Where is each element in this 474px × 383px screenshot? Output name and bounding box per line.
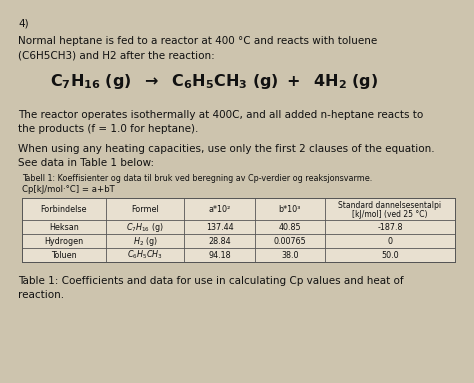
Text: Tabell 1: Koeffisienter og data til bruk ved beregning av Cp-verdier og reaksjon: Tabell 1: Koeffisienter og data til bruk… [22, 174, 372, 183]
Text: reaction.: reaction. [18, 290, 64, 300]
Text: The reactor operates isothermally at 400C, and all added n-heptane reacts to: The reactor operates isothermally at 400… [18, 110, 423, 120]
Text: the products (f = 1.0 for heptane).: the products (f = 1.0 for heptane). [18, 124, 199, 134]
Text: See data in Table 1 below:: See data in Table 1 below: [18, 158, 154, 168]
Text: 137.44: 137.44 [206, 223, 233, 231]
Text: 38.0: 38.0 [281, 250, 299, 260]
Text: [kJ/mol] (ved 25 °C): [kJ/mol] (ved 25 °C) [352, 210, 428, 219]
Text: Standard dannelsesentalpi: Standard dannelsesentalpi [338, 201, 442, 210]
Text: 0: 0 [388, 236, 392, 246]
Text: (C6H5CH3) and H2 after the reaction:: (C6H5CH3) and H2 after the reaction: [18, 50, 215, 60]
Text: Table 1: Coefficients and data for use in calculating Cp values and heat of: Table 1: Coefficients and data for use i… [18, 276, 404, 286]
Text: Toluen: Toluen [51, 250, 77, 260]
Text: Hydrogen: Hydrogen [45, 236, 83, 246]
Text: $C_6H_5CH_3$: $C_6H_5CH_3$ [127, 249, 163, 261]
Text: -187.8: -187.8 [377, 223, 403, 231]
Text: 0.00765: 0.00765 [273, 236, 306, 246]
Text: 40.85: 40.85 [279, 223, 301, 231]
Text: a*10²: a*10² [209, 205, 231, 213]
Text: 94.18: 94.18 [208, 250, 231, 260]
Text: b*10³: b*10³ [279, 205, 301, 213]
Text: Forbindelse: Forbindelse [41, 205, 87, 213]
Text: 4): 4) [18, 18, 28, 28]
Text: $\mathbf{C_7H_{16}}$$\mathbf{\ (g)\ \ \rightarrow \ \ C_6H_5CH_3\ (g)\ +\ \ 4H_2: $\mathbf{C_7H_{16}}$$\mathbf{\ (g)\ \ \r… [50, 72, 378, 91]
Text: Heksan: Heksan [49, 223, 79, 231]
Text: 50.0: 50.0 [381, 250, 399, 260]
Text: Normal heptane is fed to a reactor at 400 °C and reacts with toluene: Normal heptane is fed to a reactor at 40… [18, 36, 377, 46]
Text: 28.84: 28.84 [208, 236, 231, 246]
Bar [22, 198, 455, 262]
Text: $H_2$ (g): $H_2$ (g) [133, 234, 158, 247]
Text: Cp[kJ/mol·°C] = a+bT: Cp[kJ/mol·°C] = a+bT [22, 185, 115, 194]
Text: When using any heating capacities, use only the first 2 clauses of the equation.: When using any heating capacities, use o… [18, 144, 435, 154]
Text: Formel: Formel [131, 205, 159, 213]
Text: $C_7H_{16}$ (g): $C_7H_{16}$ (g) [126, 221, 164, 234]
